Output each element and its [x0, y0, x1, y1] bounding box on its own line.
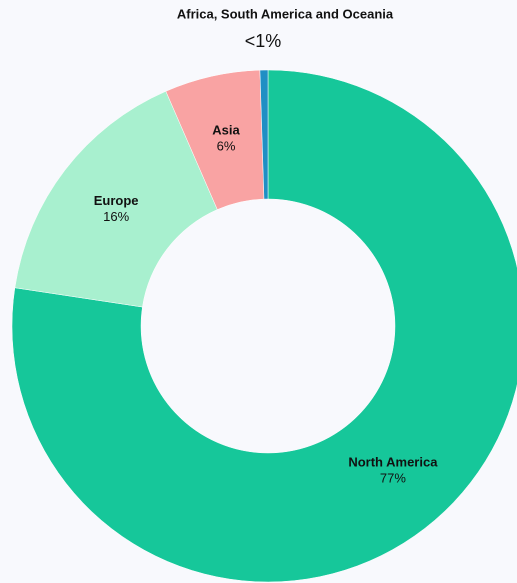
slice-label: Europe: [94, 193, 139, 208]
slice-value-label: 6%: [217, 139, 236, 154]
slice-label: Africa, South America and Oceania: [177, 6, 394, 21]
slice-value-label: 16%: [103, 209, 129, 224]
slice-label: Asia: [212, 123, 240, 138]
slice-value-label: <1%: [245, 31, 282, 51]
donut-slice: [14, 90, 218, 308]
slice-label: North America: [348, 455, 438, 470]
donut-slice: [11, 69, 517, 583]
donut-slice: [259, 69, 269, 200]
slice-value-label: 77%: [380, 471, 406, 486]
